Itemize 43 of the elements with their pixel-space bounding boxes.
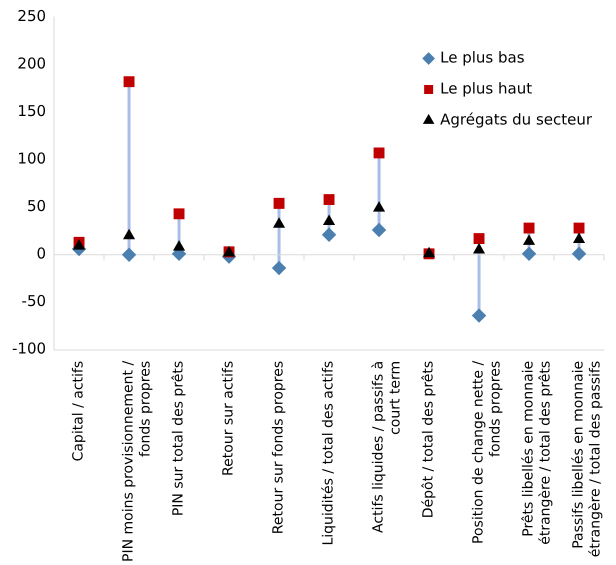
x-tick-label: Retour sur actifs [220,360,237,476]
legend-label: Le plus haut [440,79,532,98]
y-tick-label: 150 [17,102,46,120]
point [123,229,135,240]
x-tick-label: Liquidités / total des actifs [320,360,337,546]
y-tick-label: -100 [12,340,46,358]
point [272,261,286,276]
point [324,194,334,206]
y-tick-label: 50 [26,197,46,216]
legend-label: Agrégats du secteur [440,110,593,128]
point [473,243,485,254]
point [472,308,486,323]
point [274,198,284,209]
x-tick-label: Dépôt / total des prêts [420,360,437,518]
x-tick-label: Actifs liquides / passifs à court term [370,360,404,533]
y-tick-label: 0 [36,244,46,263]
x-tick-label: Capital / actifs [70,360,87,462]
point [474,233,484,244]
point [573,233,585,244]
point [522,246,536,261]
point [323,214,335,225]
point [572,246,586,261]
point [574,222,584,234]
y-tick-label: 200 [17,54,46,72]
y-tick-label: -50 [22,292,46,310]
point [373,202,385,212]
point [124,76,134,88]
x-tick-label: Retour sur fonds propres [270,360,287,534]
point [322,228,336,242]
x-tick-label: PIN sur total des prêts [170,360,187,516]
point [374,148,384,158]
point [122,248,136,262]
point [273,218,285,228]
point [173,240,185,251]
y-tick-label: 100 [17,150,46,168]
point [174,208,184,220]
y-tick-label: 250 [17,6,46,25]
point [372,223,386,238]
x-tick-label: PIN moins provisionnement / fonds propres [120,360,154,562]
point [523,234,535,245]
point [524,222,534,234]
point [73,240,85,250]
legend-label: Le plus bas [440,48,525,66]
